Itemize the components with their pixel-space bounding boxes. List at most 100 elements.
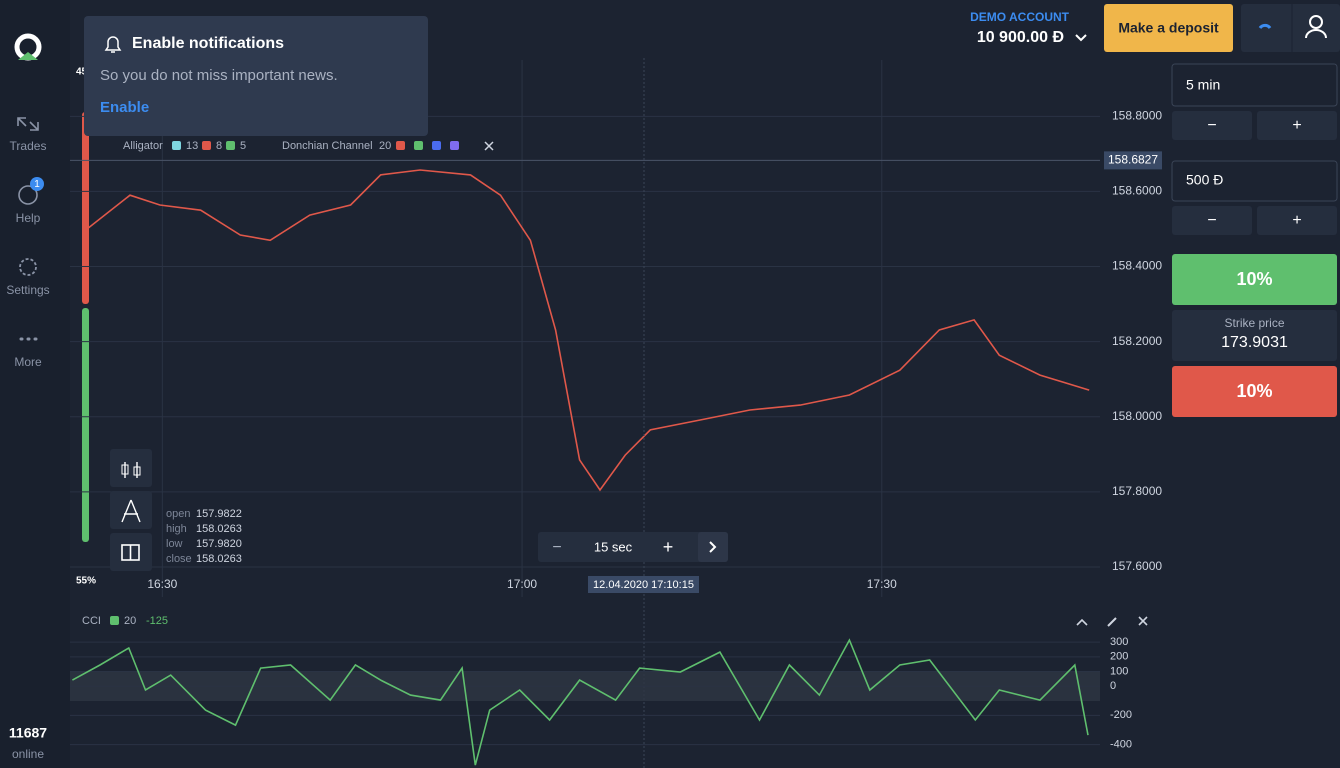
compass-icon (121, 499, 141, 523)
up-button[interactable] (1172, 254, 1337, 305)
cci-value: -125 (146, 615, 168, 627)
indicator-param: 5 (240, 140, 246, 152)
chevron (709, 541, 717, 553)
swatch (450, 141, 459, 150)
time-plus[interactable] (1257, 111, 1337, 140)
sidebar-item[interactable]: Help (16, 211, 41, 225)
swatch (396, 141, 405, 150)
time-value: 5 min (1186, 77, 1220, 93)
close-cci[interactable] (1138, 616, 1148, 626)
y-tick-label: 0 (1110, 680, 1116, 692)
timeframe-control (538, 532, 728, 562)
ohlc-label: low (166, 538, 183, 550)
indicator-param: 8 (216, 140, 222, 152)
series-line (72, 638, 1089, 766)
x-tick-label: 17:00 (507, 577, 537, 591)
swatch (202, 141, 211, 150)
sidebar-item[interactable]: Settings (6, 283, 49, 297)
close-indicator[interactable] (484, 141, 494, 151)
y-tick-label: 100 (1110, 665, 1128, 677)
account-dropdown[interactable] (1075, 34, 1087, 42)
amount-plus-label: + (1292, 212, 1301, 229)
bell-icon (104, 36, 122, 53)
drawing-button[interactable] (110, 491, 152, 529)
cci-chart: 300 200 100 0 -200 -400 (70, 636, 1132, 766)
collapse-button[interactable] (1076, 618, 1088, 626)
up-payout: 10% (1236, 269, 1272, 289)
notification-title: Enable notifications (132, 35, 284, 52)
ohlc-label: open (166, 508, 190, 520)
sentiment-down-label: 55% (76, 576, 96, 587)
amount-minus[interactable] (1172, 206, 1252, 235)
cci-name: CCI (82, 615, 101, 627)
time-input[interactable] (1171, 63, 1338, 107)
current-price: 158.6827 (1108, 153, 1158, 167)
indicator-param: 20 (379, 140, 391, 152)
series-line (85, 169, 1090, 492)
down-payout: 10% (1236, 381, 1272, 401)
swatch (110, 616, 119, 625)
down-button[interactable] (1172, 366, 1337, 417)
help-icon[interactable] (18, 185, 38, 205)
crosshair-time: 12.04.2020 17:10:15 (593, 579, 694, 591)
balance[interactable]: 10 900.00 Đ (977, 29, 1064, 46)
candles-icon (121, 464, 129, 475)
y-tick-label: 200 (1110, 651, 1128, 663)
deposit-button[interactable] (1104, 4, 1233, 52)
account-label: DEMO ACCOUNT (970, 10, 1070, 24)
ohlc-value: 157.9820 (196, 538, 242, 550)
profile-icon[interactable] (1309, 15, 1323, 29)
sentiment-down (82, 112, 89, 304)
ohlc: open 157.9822 high 158.0263 low 157.9820 close… (166, 508, 242, 565)
indicator-name: Donchian Channel (282, 140, 373, 152)
ohlc-value: 157.9822 (196, 508, 242, 520)
amount-plus[interactable] (1257, 206, 1337, 235)
y-tick-label: 158.6000 (1112, 184, 1162, 198)
status-icon[interactable] (1258, 23, 1272, 30)
notification-text: So you do not miss important news. (100, 67, 338, 84)
enable-button[interactable]: Enable (100, 99, 149, 116)
price-chart: 158.8000 158.6000 158.4000 158.2000 158.0000… (70, 60, 1162, 597)
time-minus-label: − (1207, 117, 1216, 134)
ohlc-value: 158.0263 (196, 523, 242, 535)
help-badge (30, 177, 44, 191)
notification (84, 16, 428, 136)
crosshair-time-box (588, 576, 699, 593)
edit-button[interactable] (1107, 617, 1117, 627)
y-tick-label: -400 (1110, 738, 1132, 750)
swatch (414, 141, 423, 150)
deposit-label: Make a deposit (1118, 20, 1219, 36)
amount-input[interactable] (1171, 160, 1338, 202)
y-tick-label: 158.8000 (1112, 109, 1162, 123)
y-tick-label: 157.6000 (1112, 559, 1162, 573)
swatch (226, 141, 235, 150)
sentiment-up (82, 308, 89, 542)
indicator-param: 13 (186, 140, 198, 152)
profile-icon[interactable] (1305, 29, 1327, 39)
current-price-box (1104, 151, 1162, 170)
chart-type-button[interactable] (110, 449, 152, 487)
timeframe-plus[interactable]: + (663, 537, 674, 557)
next-button[interactable] (698, 532, 728, 562)
trades-icon[interactable] (17, 117, 39, 131)
amount-value: 500 Đ (1186, 172, 1223, 188)
strike-label: Strike price (1224, 316, 1284, 330)
settings-icon[interactable] (19, 258, 37, 276)
timeframe-minus[interactable]: − (552, 539, 561, 556)
y-tick-label: 158.2000 (1112, 334, 1162, 348)
x-tick-label: 17:30 (867, 577, 897, 591)
indicator-name: Alligator (123, 140, 163, 152)
sidebar (0, 0, 70, 768)
ohlc-value: 158.0263 (196, 553, 242, 565)
ohlc-label: high (166, 523, 187, 535)
sidebar-item[interactable]: More (14, 355, 42, 369)
x-tick-label: 16:30 (147, 577, 177, 591)
y-tick-label: 300 (1110, 636, 1128, 648)
sidebar-item[interactable]: Trades (10, 139, 47, 153)
candles-icon (133, 466, 141, 476)
time-minus[interactable] (1172, 111, 1252, 140)
swatch (172, 141, 181, 150)
